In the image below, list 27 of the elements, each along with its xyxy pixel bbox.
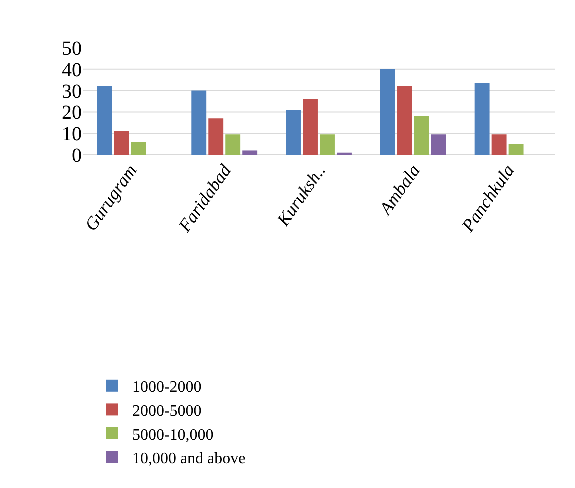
bar <box>97 86 112 155</box>
bar <box>242 150 258 155</box>
bar <box>208 118 224 155</box>
bar <box>192 90 207 155</box>
legend-label: 1000-2000 <box>132 379 202 396</box>
bar <box>114 131 130 155</box>
bar <box>431 134 446 155</box>
bar <box>474 83 490 155</box>
legend-label: 2000-5000 <box>132 402 202 420</box>
bar <box>320 134 335 155</box>
y-tick-label: 0 <box>72 145 82 167</box>
bar <box>226 134 241 155</box>
bar <box>380 69 396 155</box>
y-tick-label: 30 <box>62 80 82 103</box>
bar <box>508 144 524 155</box>
y-tick-label: 10 <box>62 124 82 146</box>
y-tick-label: 20 <box>62 102 82 124</box>
legend-label: 5000-10,000 <box>132 426 214 444</box>
bar <box>131 142 146 155</box>
bar <box>397 86 412 155</box>
bar <box>303 99 318 155</box>
bar <box>286 110 301 155</box>
bar <box>492 134 507 155</box>
y-tick-label: 50 <box>62 38 82 60</box>
y-tick-label: 40 <box>62 59 82 82</box>
bar <box>414 116 430 155</box>
legend-label: 10,000 and above <box>132 450 246 468</box>
